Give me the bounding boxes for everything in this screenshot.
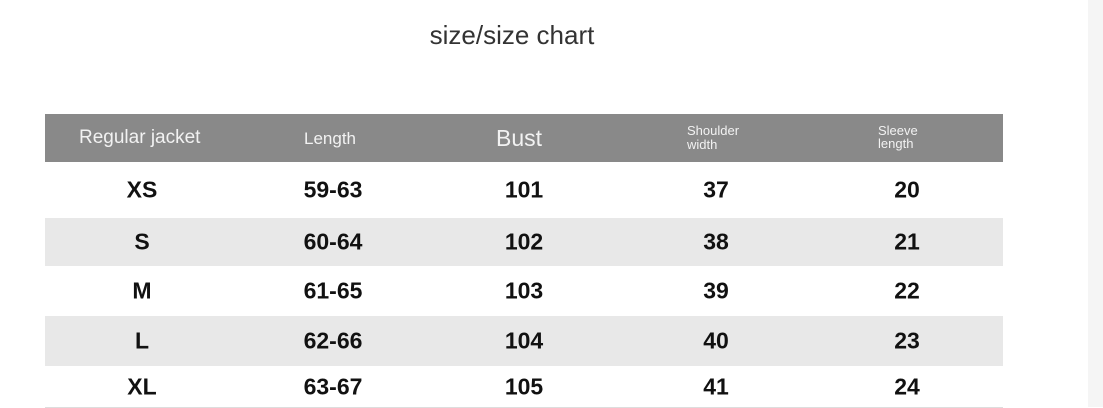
- table-cell: XS: [126, 176, 158, 203]
- table-cell: L: [134, 327, 150, 354]
- table-cell: 22: [894, 277, 920, 304]
- table-cell: S: [134, 228, 150, 255]
- table-cell: XL: [127, 373, 157, 399]
- size-table: Regular jacket Length Bust Shoulder width…: [45, 114, 1003, 408]
- table-cell: 23: [894, 327, 920, 354]
- right-edge-strip: [1088, 0, 1103, 407]
- table-cell: 63-67: [303, 373, 363, 399]
- header-bust: Bust: [496, 125, 543, 151]
- header-length: Length: [304, 129, 356, 148]
- table-cell: 40: [703, 327, 729, 354]
- table-cell: 62-66: [303, 327, 363, 354]
- table-cell: 37: [703, 176, 729, 203]
- table-cell: 60-64: [303, 228, 363, 255]
- table-header: Regular jacket Length Bust Shoulder width…: [45, 114, 1003, 162]
- header-line: width: [687, 137, 718, 152]
- header-line: Sleeve: [878, 123, 918, 138]
- header-line: length: [878, 136, 914, 151]
- table-cell: 102: [504, 228, 544, 255]
- table-cell: 105: [504, 373, 544, 399]
- table-row: XS 59-63 101 37 20: [45, 162, 1003, 218]
- chart-title: size/size chart: [429, 20, 595, 50]
- table-cell: 59-63: [303, 176, 363, 203]
- table-cell: 24: [894, 373, 920, 399]
- table-cell: M: [132, 277, 152, 304]
- table-cell: 103: [504, 277, 544, 304]
- table-cell: 39: [703, 277, 729, 304]
- table-cell: 38: [703, 228, 729, 255]
- header-shoulder-width: Shoulder width: [687, 124, 739, 152]
- header-sleeve-length: Sleeve length: [878, 124, 918, 150]
- table-row: M 61-65 103 39 22: [45, 266, 1003, 316]
- table-row: XL 63-67 105 41 24: [45, 366, 1003, 408]
- table-cell: 21: [894, 228, 920, 255]
- table-cell: 101: [504, 176, 544, 203]
- table-row: L 62-66 104 40 23: [45, 316, 1003, 366]
- table-cell: 41: [703, 373, 729, 399]
- table-cell: 20: [894, 176, 920, 203]
- table-cell: 61-65: [303, 277, 363, 304]
- header-line: Shoulder: [687, 123, 740, 138]
- header-regular-jacket: Regular jacket: [79, 127, 201, 148]
- table-row: S 60-64 102 38 21: [45, 218, 1003, 266]
- table-cell: 104: [504, 327, 544, 354]
